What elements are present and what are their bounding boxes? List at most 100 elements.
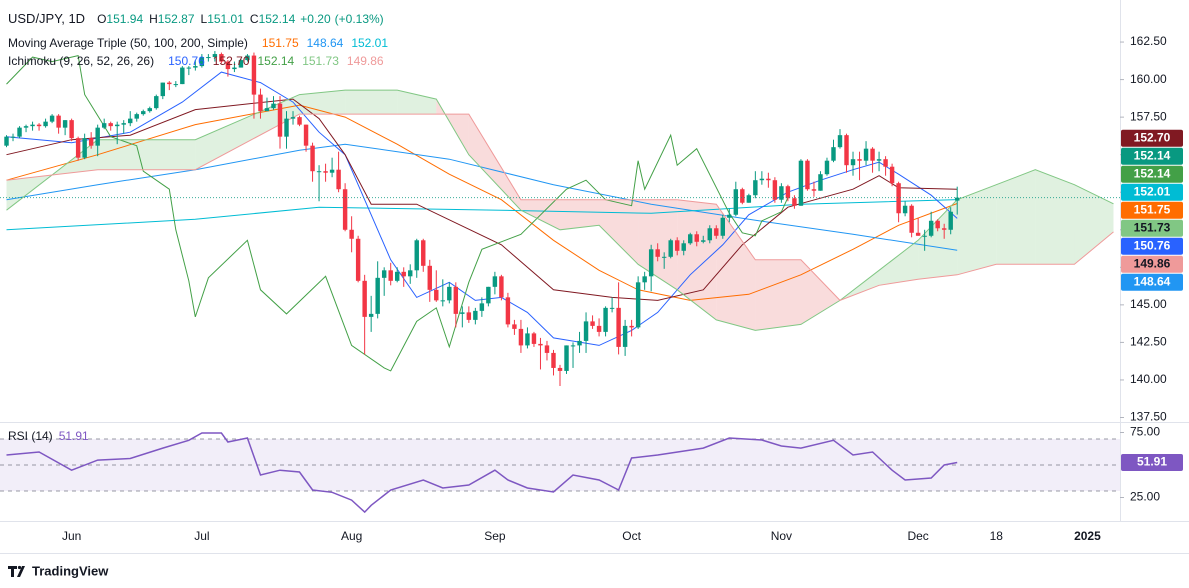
candle-body [870,148,875,161]
price-label: 149.86 [1134,256,1171,270]
candle-body [368,313,374,317]
candle-body [779,186,784,200]
candle-body [714,228,719,236]
ohlc-value: 152.87 [158,12,195,26]
price-label: 152.14 [1134,148,1171,162]
indicator-title: Ichimoku (9, 26, 52, 26, 26) [8,54,154,68]
price-label-box [1121,273,1183,291]
candle-body [355,238,361,281]
candle-body [36,124,42,127]
candle-body [434,289,439,301]
candle-body [251,55,257,95]
candle-body [421,240,426,266]
candle-body [746,195,752,203]
candle-body [583,321,589,341]
candle-body [199,57,205,67]
candle-body [440,300,446,302]
symbol: USD/JPY, 1D [8,11,85,26]
candle-body [538,343,543,346]
candle-body [564,345,569,371]
x-tick-label: Oct [622,529,641,543]
candle-body [740,189,745,203]
candle-body [785,186,791,199]
y-tick-label: 142.50 [1130,335,1167,349]
candle-body [381,270,387,278]
candle-body [82,138,87,158]
candle-body [401,271,406,277]
ohlc-value: 152.14 [259,12,296,26]
price-label-box [1121,183,1183,201]
candle-body [336,169,341,190]
candle-body [818,174,823,191]
indicator-line [6,143,958,251]
candle-body [499,276,504,298]
candle-body [941,228,947,230]
candle-body [525,333,530,346]
cloud [345,90,398,115]
x-tick-label: Sep [484,529,506,543]
ohlc-value: 151.94 [106,12,143,26]
candle-body [303,124,309,146]
candle-body [935,220,940,229]
candle-body [922,235,927,237]
cloud [677,199,717,320]
candle-body [108,123,113,127]
candle-body [648,249,654,277]
candle-body [505,297,511,325]
candle-body [49,115,55,122]
candle-body [661,256,667,258]
candle-body [101,123,107,128]
indicator-value: 149.86 [347,54,384,68]
candle-body [883,159,888,167]
rsi-line [6,432,958,514]
cloud [468,114,521,211]
candle-body [928,220,934,236]
candle-body [798,160,804,206]
indicator-value: 152.14 [258,54,295,68]
cloud [918,199,958,280]
price-label: 150.76 [1134,238,1171,252]
candle-body [219,54,224,62]
candle-body [954,197,960,201]
candle-body [375,277,380,314]
cloud [957,184,997,275]
candle-body [850,159,856,166]
rsi-title: RSI (14) [8,429,53,443]
candle-body [114,124,120,127]
rsi-label: 51.91 [1137,455,1167,469]
price-label: 148.64 [1134,274,1171,288]
cloud [800,259,840,325]
candle-body [837,135,843,148]
ohlc-prefix: O [97,12,106,26]
cloud [397,90,437,115]
price-label-box [1121,165,1183,183]
ohlc-prefix: C [250,12,259,26]
candle-body [909,205,914,233]
candle-body [30,124,35,127]
cloud [97,139,196,170]
candle-body [772,180,778,200]
candle-body [128,118,133,124]
candle-body [811,189,817,191]
candle-body [349,229,354,239]
y-tick-label: 25.00 [1130,490,1160,504]
candle-body [531,333,537,344]
y-tick-label: 140.00 [1130,372,1167,386]
candle-body [453,286,459,314]
cloud [996,169,1036,265]
x-tick-label: 2025 [1074,529,1101,543]
price-label: 152.70 [1134,130,1171,144]
candle-body [635,282,641,328]
indicator-title: Moving Average Triple (50, 100, 200, Sim… [8,36,248,50]
price-label-box [1121,255,1183,273]
change: +0.20 [300,12,331,26]
candle-body [232,67,237,70]
candle-body [167,82,172,85]
candle-body [948,211,953,230]
y-tick-label: 75.00 [1130,425,1160,439]
price-label: 152.14 [1134,166,1171,180]
candle-body [857,159,862,161]
candle-body [394,271,400,281]
y-tick-label: 137.50 [1130,410,1167,424]
